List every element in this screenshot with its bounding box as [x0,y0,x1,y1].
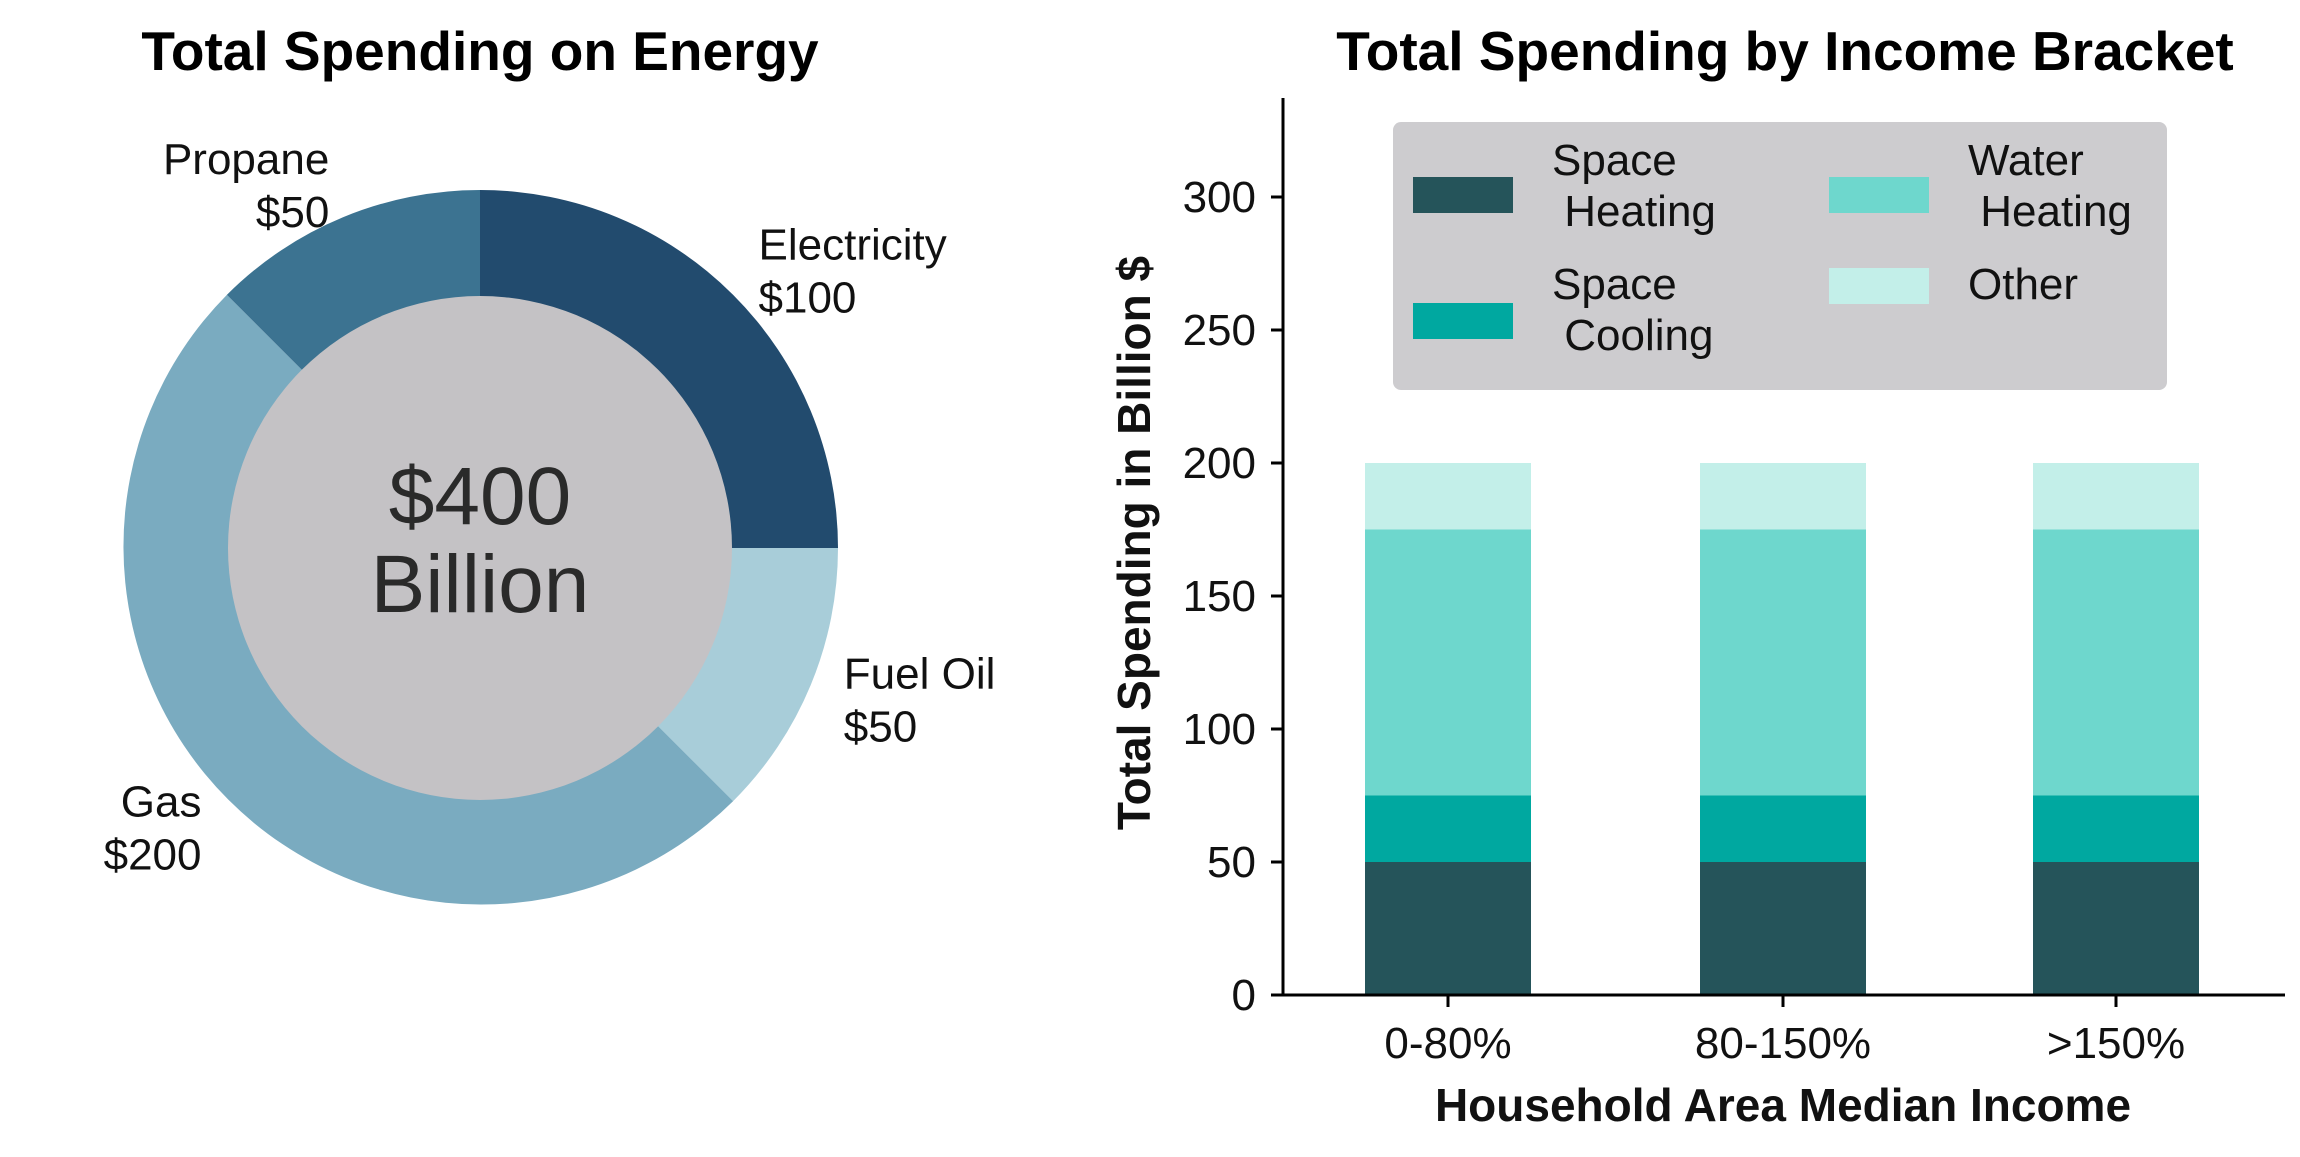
x-tick-label: 0-80% [1384,1019,1511,1068]
donut-label-fuel-oil: Fuel Oil $50 [844,650,996,752]
x-axis-label: Household Area Median Income [1435,1079,2131,1131]
bar-title: Total Spending by Income Bracket [1336,20,2233,82]
y-tick-label: 200 [1183,439,1256,488]
donut-center [228,296,732,800]
donut-labels: Electricity $100 Fuel Oil $50 Gas $200 Propane… [104,135,996,879]
legend-items: Space Heating Space Cooling Water Heating O… [1413,136,2132,360]
donut-title: Total Spending on Energy [141,20,819,82]
bar-0-80%-other [1365,463,1531,530]
x-tick-label: 80-150% [1695,1019,1871,1068]
bar->150%-space-cooling [2033,795,2199,862]
donut-center-unit: Billion [371,539,590,630]
y-tick-label: 300 [1183,173,1256,222]
legend: Space Heating Space Cooling Water Heating O… [1393,122,2167,390]
x-axis-ticks: 0-80% 80-150% >150% [1384,995,2185,1068]
legend-swatch [1413,303,1513,339]
donut-label-electricity: Electricity $100 [759,221,947,323]
y-axis-ticks: 0 50 100 150 200 250 300 [1183,173,1283,1020]
y-tick-label: 250 [1183,306,1256,355]
donut-chart: Total Spending on Energy $400 Billion El… [104,20,996,905]
bar-80-150%-other [1700,463,1866,530]
bar-0-80%-water-heating [1365,529,1531,796]
legend-swatch [1413,177,1513,213]
legend-swatch [1829,177,1929,213]
bar->150%-water-heating [2033,529,2199,796]
y-tick-label: 150 [1183,572,1256,621]
y-tick-label: 0 [1232,971,1256,1020]
bar-80-150%-space-heating [1700,862,1866,995]
legend-swatch [1829,268,1929,304]
legend-label: Water Heating [1968,136,2132,236]
x-tick-label: >150% [2047,1019,2185,1068]
bar-chart: Total Spending by Income Bracket 0 50 100 1… [1108,20,2285,1131]
bar-rects [1365,463,2199,995]
donut-center-value: $400 [389,451,571,542]
bar-80-150%-space-cooling [1700,795,1866,862]
y-axis-label: Total Spending in Billion $ [1108,256,1160,830]
legend-background [1393,122,2167,390]
y-tick-label: 50 [1207,838,1256,887]
bar->150%-other [2033,463,2199,530]
bar-80-150%-water-heating [1700,529,1866,796]
bar-0-80%-space-cooling [1365,795,1531,862]
legend-label: Space Cooling [1552,260,1713,360]
donut-label-propane: Propane $50 [163,135,329,237]
legend-label: Other [1968,260,2078,309]
bar-0-80%-space-heating [1365,862,1531,995]
legend-label: Space Heating [1552,136,1716,236]
y-tick-label: 100 [1183,705,1256,754]
donut-label-gas: Gas $200 [104,778,202,880]
bar->150%-space-heating [2033,862,2199,995]
